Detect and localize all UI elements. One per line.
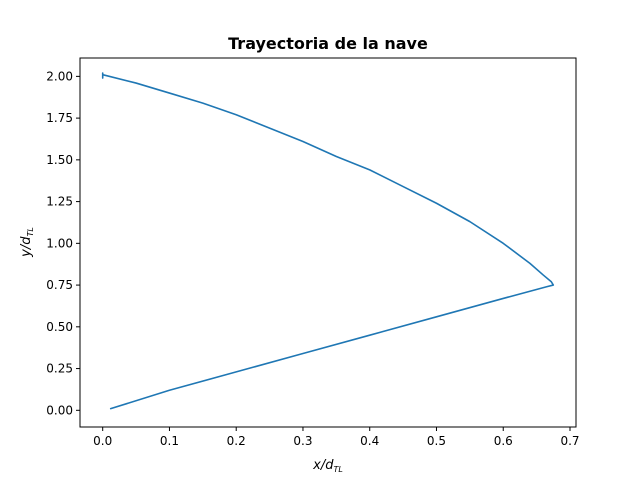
x-tick-label: 0.6 [494,434,513,448]
y-tick-label: 2.00 [46,69,73,83]
y-axis-label-subscript: TL [26,227,35,236]
x-tick-label: 0.3 [293,434,312,448]
y-tick-label: 1.00 [46,236,73,250]
x-tick-label: 0.2 [227,434,246,448]
x-axis-label-main: x/d [312,458,334,473]
x-axis: 0.0 0.1 0.2 0.3 0.4 0.5 0.6 0.7 [93,427,580,448]
x-tick-label: 0.1 [160,434,179,448]
y-tick-label: 0.75 [46,278,73,292]
y-tick-label: 0.00 [46,403,73,417]
x-axis-label-subscript: TL [333,465,342,474]
x-tick-label: 0.0 [93,434,112,448]
x-tick-label: 0.7 [560,434,579,448]
y-tick-label: 1.25 [46,195,73,209]
y-tick-label: 1.75 [46,111,73,125]
series-layer [101,72,555,410]
y-tick-label: 1.50 [46,153,73,167]
y-axis: 0.00 0.25 0.50 0.75 1.00 1.25 1.50 1.75 2.00 [46,69,80,417]
x-axis-label: x/dTL [312,458,343,474]
plot-frame [79,57,577,428]
y-axis-label-main: y/d [19,236,34,258]
series-line-0 [101,72,555,410]
y-tick-label: 0.50 [46,320,73,334]
y-axis-label: y/dTL [19,227,35,258]
x-tick-label: 0.5 [427,434,446,448]
y-tick-label: 0.25 [46,362,73,376]
chart-title: Trayectoria de la nave [228,34,428,53]
x-tick-label: 0.4 [360,434,379,448]
